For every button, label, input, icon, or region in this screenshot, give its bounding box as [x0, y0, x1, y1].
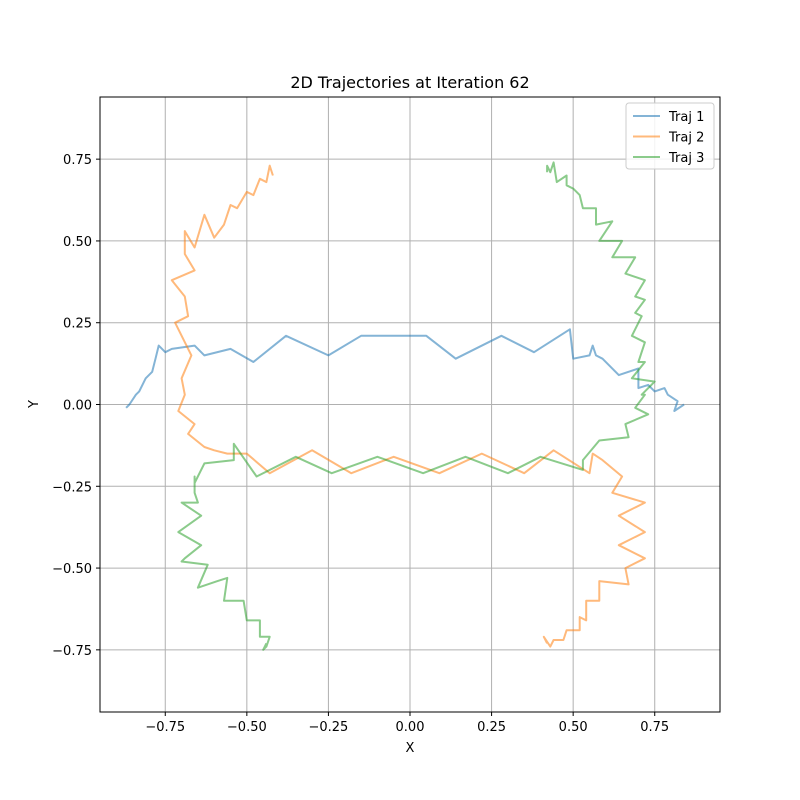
series-line-traj-3: [177, 161, 656, 651]
legend-box: [625, 102, 715, 170]
legend-label-traj-2: Traj 2: [668, 131, 704, 146]
y-axis-label: Y: [27, 400, 42, 409]
x-tick-label: −0.75: [145, 720, 185, 735]
x-tick-label: 0.25: [477, 720, 506, 735]
y-tick-label: −0.75: [52, 644, 92, 659]
x-tick-label: 0.50: [559, 720, 588, 735]
y-tick-label: −0.50: [52, 562, 92, 577]
y-tick-label: 0.25: [63, 317, 92, 332]
series-line-traj-2: [170, 164, 646, 648]
ticks: −0.75 −0.50 −0.25 0.00 0.25 0.50 0.75 −0.75 −0.5…: [52, 153, 669, 735]
y-tick-label: 0.00: [63, 399, 92, 414]
y-tick-label: 0.50: [63, 235, 92, 250]
legend: Traj 1 Traj 2 Traj 3: [625, 102, 715, 170]
y-tick-label: −0.25: [52, 480, 92, 495]
x-tick-label: −0.50: [227, 720, 267, 735]
legend-label-traj-3: Traj 3: [668, 151, 704, 166]
y-tick-label: 0.75: [63, 153, 92, 168]
legend-label-traj-1: Traj 1: [668, 110, 704, 125]
x-tick-label: −0.25: [308, 720, 348, 735]
series-line-traj-1: [125, 328, 685, 412]
series-group: [125, 161, 685, 651]
x-tick-label: 0.00: [396, 720, 425, 735]
x-axis-label: X: [406, 741, 415, 756]
chart-title: 2D Trajectories at Iteration 62: [290, 73, 529, 92]
x-tick-label: 0.75: [640, 720, 669, 735]
